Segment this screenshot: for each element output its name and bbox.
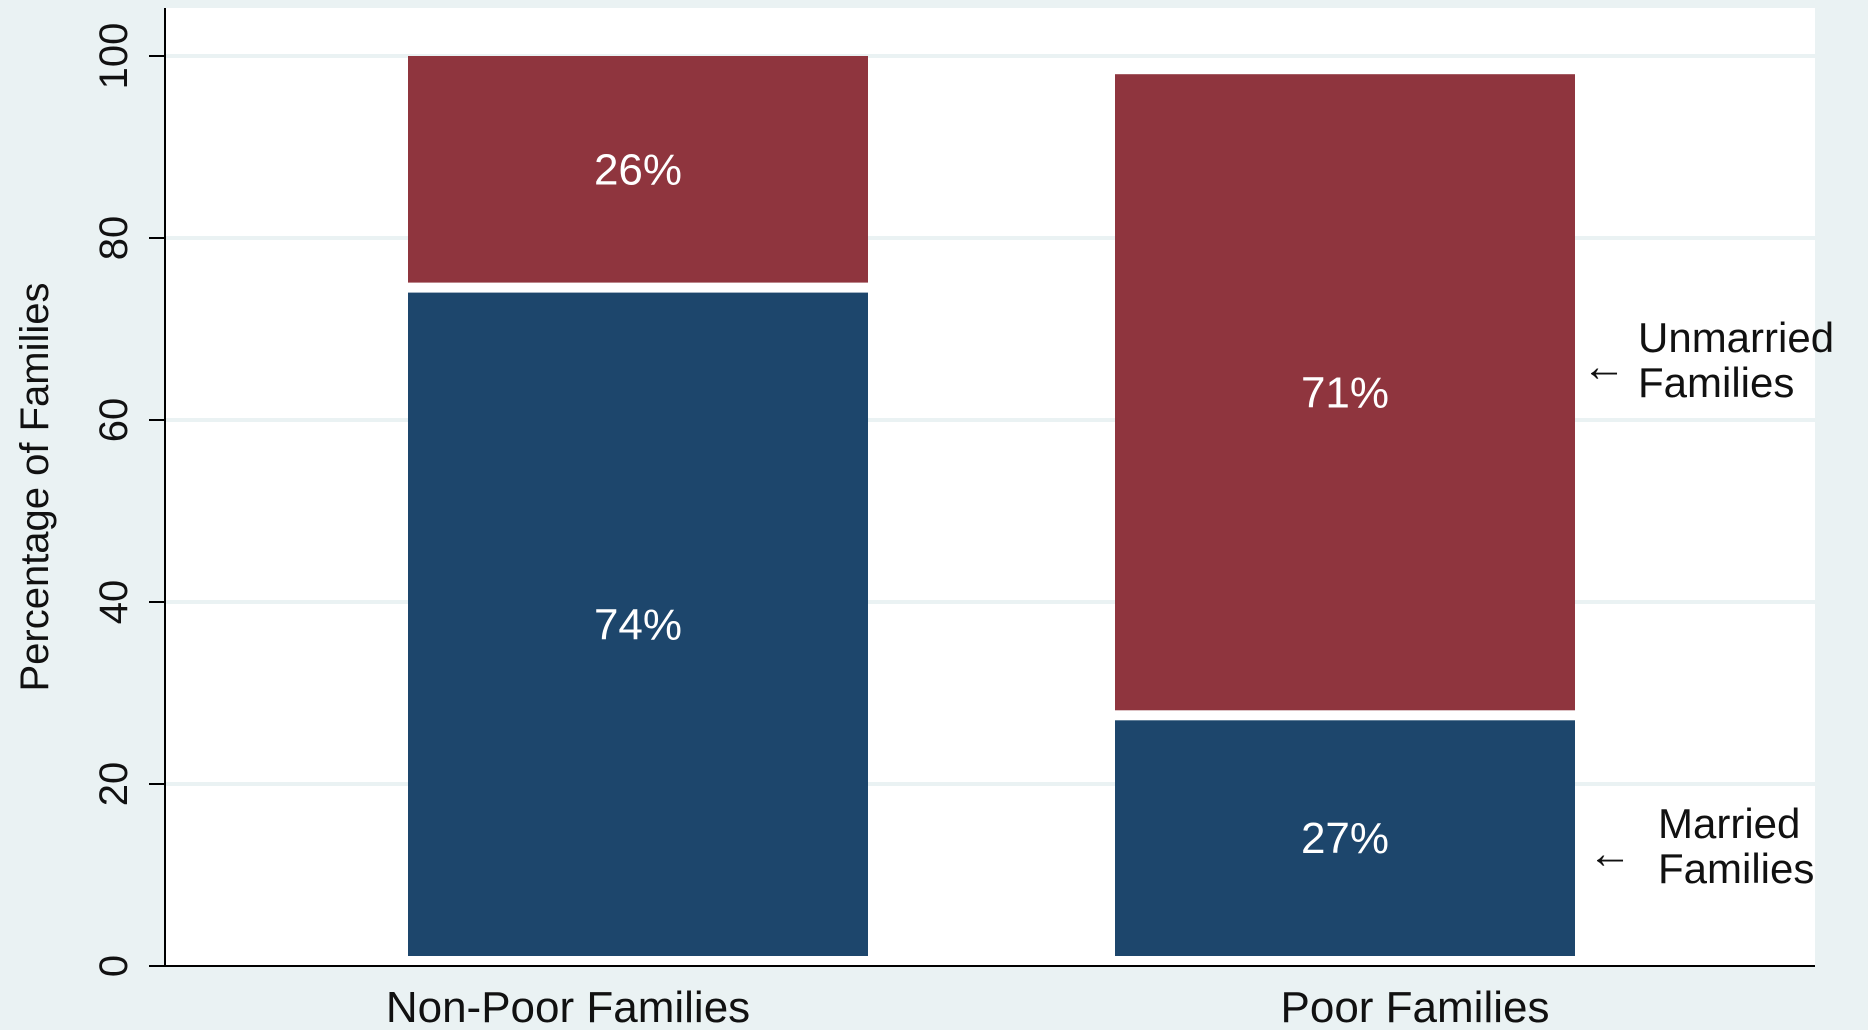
x-category-label: Non-Poor Families — [386, 983, 750, 1030]
x-category-label: Poor Families — [1281, 983, 1550, 1030]
y-tick-label: 80 — [92, 216, 136, 261]
y-tick-label: 40 — [92, 580, 136, 625]
data-label: 27% — [1301, 814, 1389, 863]
annotation-text: Unmarried — [1638, 314, 1834, 361]
y-axis-title: Percentage of Families — [13, 282, 57, 691]
annotation-text: Families — [1638, 359, 1794, 406]
y-tick-label: 60 — [92, 398, 136, 443]
annotation-arrow: ← — [1582, 342, 1626, 391]
y-tick-label: 100 — [92, 23, 136, 90]
data-label: 74% — [594, 600, 682, 649]
data-label: 26% — [594, 145, 682, 194]
y-tick-label: 0 — [92, 955, 136, 977]
data-labels: 74% 26% 27% 71% — [594, 145, 1389, 863]
annotation-text: Families — [1658, 845, 1814, 892]
x-axis-labels: Non-Poor Families Poor Families — [386, 983, 1550, 1030]
y-axis-ticks: 0 20 40 60 80 100 — [92, 23, 165, 977]
bar-unmarried-families-0 — [408, 56, 868, 283]
bars — [408, 56, 1575, 957]
data-label: 71% — [1301, 368, 1389, 417]
bar-married-families-0 — [408, 292, 868, 957]
annotation-arrow: ← — [1588, 829, 1632, 878]
bar-unmarried-families-1 — [1115, 74, 1575, 711]
y-tick-label: 20 — [92, 762, 136, 807]
annotation-text: Married — [1658, 800, 1800, 847]
bar-married-families-1 — [1115, 720, 1575, 956]
